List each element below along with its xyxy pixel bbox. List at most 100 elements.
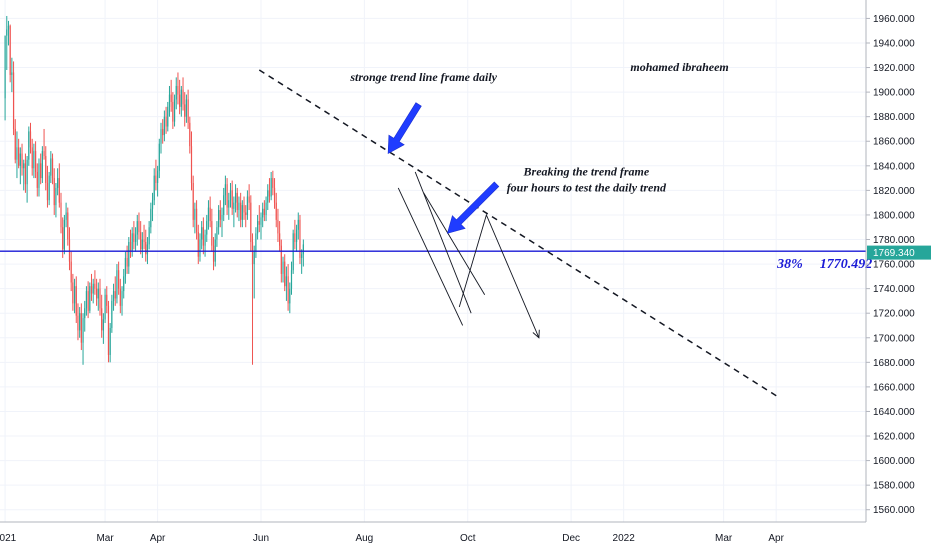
candle-body bbox=[282, 261, 284, 274]
candle-body bbox=[43, 151, 45, 156]
candle-body bbox=[9, 25, 11, 75]
candle-body bbox=[119, 288, 121, 306]
fib-percent-label: 38% bbox=[776, 257, 803, 272]
candle-body bbox=[202, 227, 204, 246]
candle-body bbox=[275, 202, 277, 220]
candle-body bbox=[92, 283, 94, 294]
channel-line bbox=[397, 187, 464, 326]
y-tick-label: 1620.000 bbox=[873, 432, 915, 443]
y-tick-label: 1680.000 bbox=[873, 358, 915, 369]
candle-body bbox=[216, 227, 218, 240]
candle-body bbox=[207, 207, 210, 222]
candle-body bbox=[99, 288, 101, 309]
projection-path bbox=[458, 213, 540, 338]
candle-body bbox=[23, 163, 25, 169]
candle-body bbox=[141, 239, 143, 250]
candle-body bbox=[279, 233, 281, 246]
candle-body bbox=[102, 319, 104, 331]
candle-body bbox=[124, 257, 127, 277]
candle-body bbox=[155, 175, 157, 184]
channel-line bbox=[423, 192, 486, 296]
y-tick-label: 1840.000 bbox=[873, 161, 915, 172]
candle-body bbox=[148, 227, 150, 245]
candle-body bbox=[4, 35, 6, 99]
annotation-text: four hours to test the daily trend bbox=[507, 181, 667, 195]
candle-body bbox=[11, 72, 13, 75]
candle-body bbox=[145, 241, 147, 255]
y-tick-label: 1660.000 bbox=[873, 382, 915, 393]
candle-body bbox=[107, 305, 110, 355]
candle-body bbox=[197, 232, 199, 257]
candle-body bbox=[231, 190, 233, 209]
candle-body bbox=[270, 178, 272, 197]
time-axis[interactable]: 2021 Mar Apr Jun Aug Oct Dec 2022 Mar Apr bbox=[0, 521, 866, 544]
candle-body bbox=[24, 163, 27, 185]
candle-body bbox=[294, 233, 296, 242]
candle-body bbox=[240, 202, 242, 220]
x-tick-label: 2021 bbox=[0, 533, 17, 544]
candle-body bbox=[41, 151, 43, 179]
candle-body bbox=[36, 171, 38, 188]
candle-body bbox=[34, 151, 37, 172]
annotations: stronge trend line frame daily Breaking t… bbox=[349, 60, 872, 272]
candle-body bbox=[221, 214, 223, 220]
candle-body bbox=[234, 192, 237, 203]
candle-body bbox=[77, 315, 79, 331]
candle-body bbox=[123, 276, 125, 292]
candle-body bbox=[46, 183, 49, 201]
candle-body bbox=[295, 229, 298, 242]
candle-body bbox=[251, 241, 254, 265]
candle-body bbox=[95, 288, 98, 299]
candle-body bbox=[58, 178, 60, 203]
candle-body bbox=[163, 116, 165, 136]
price-axis[interactable]: 1960.000 1940.000 1920.000 1900.000 1880.000… bbox=[865, 0, 931, 522]
candle-body bbox=[219, 210, 221, 220]
candle-body bbox=[21, 153, 23, 169]
callout-arrow bbox=[387, 102, 422, 155]
candle-body bbox=[302, 244, 304, 255]
grid bbox=[0, 0, 866, 522]
candle-body bbox=[109, 327, 111, 355]
candle-body bbox=[172, 101, 174, 122]
y-tick-label: 1740.000 bbox=[873, 284, 915, 295]
candle-body bbox=[143, 239, 145, 242]
candle-body bbox=[151, 200, 154, 209]
candle-body bbox=[253, 251, 255, 265]
x-tick-label: Mar bbox=[96, 533, 114, 544]
candle-body bbox=[140, 232, 142, 250]
candle-body bbox=[287, 276, 289, 304]
x-tick-label: Apr bbox=[150, 533, 166, 544]
candle-body bbox=[75, 286, 77, 316]
candle-body bbox=[180, 89, 182, 107]
y-tick-label: 1720.000 bbox=[873, 309, 915, 320]
candle-body bbox=[94, 283, 96, 289]
candle-body bbox=[263, 208, 265, 215]
candle-body bbox=[243, 205, 245, 213]
candle-body bbox=[31, 147, 33, 169]
candle-body bbox=[212, 245, 215, 262]
candle-body bbox=[185, 99, 188, 117]
candle-body bbox=[111, 300, 113, 328]
candle-body bbox=[45, 155, 47, 184]
candle-body bbox=[70, 261, 72, 283]
candle-body bbox=[165, 116, 167, 127]
candle-body bbox=[173, 99, 176, 122]
candle-body bbox=[268, 190, 271, 197]
candle-body bbox=[206, 221, 208, 235]
candle-body bbox=[189, 122, 191, 147]
projection-arrowhead bbox=[532, 329, 540, 339]
candle-body bbox=[289, 288, 291, 304]
candle-body bbox=[236, 192, 238, 211]
candle-body bbox=[131, 233, 133, 252]
y-tick-label: 1900.000 bbox=[873, 88, 915, 99]
x-tick-label: Jun bbox=[253, 533, 269, 544]
candle-body bbox=[84, 308, 86, 319]
candle-body bbox=[6, 29, 8, 36]
candle-body bbox=[18, 147, 20, 166]
candle-body bbox=[179, 94, 181, 107]
candle-body bbox=[40, 163, 42, 179]
y-tick-label: 1880.000 bbox=[873, 112, 915, 123]
candle-body bbox=[211, 221, 213, 246]
candle-body bbox=[67, 212, 69, 240]
